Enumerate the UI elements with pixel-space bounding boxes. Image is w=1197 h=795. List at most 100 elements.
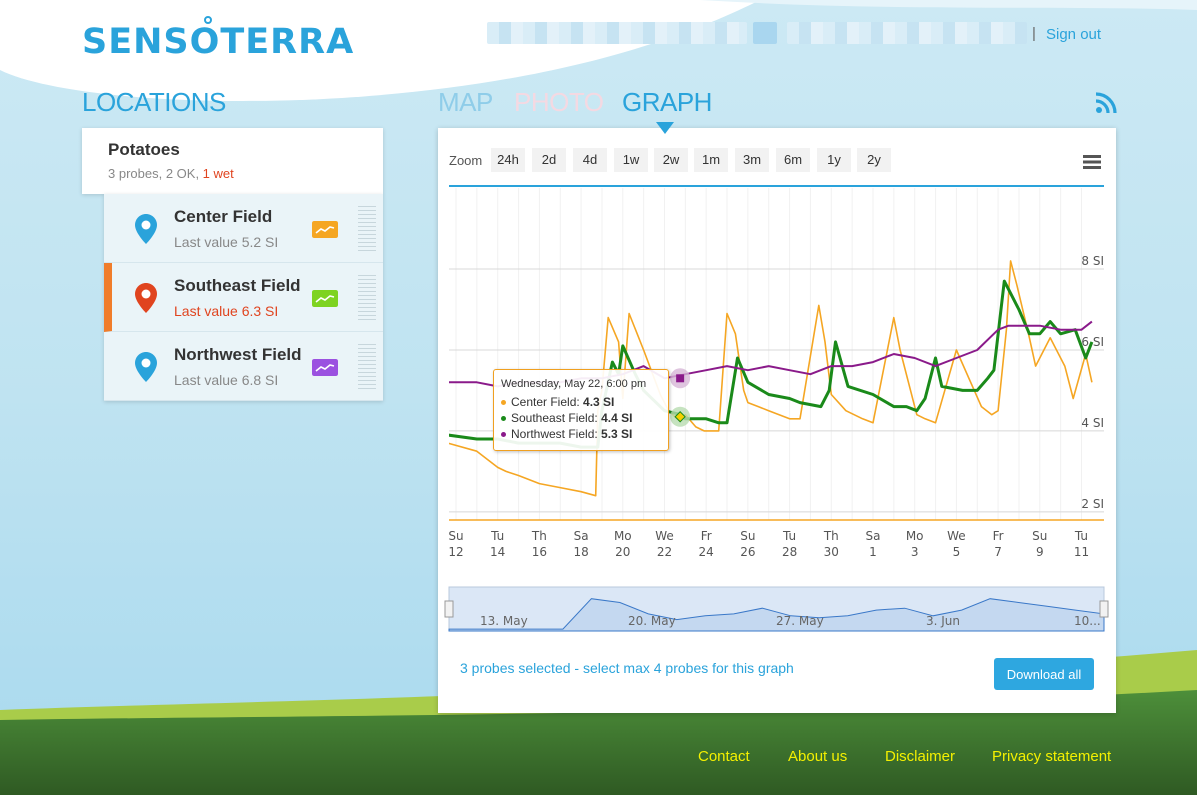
tab-photo[interactable]: PHOTO [514, 87, 604, 117]
x-tick-day-label: Su [740, 529, 755, 543]
x-tick-day-label: Su [448, 529, 463, 543]
x-tick-date-label: 9 [1036, 545, 1044, 559]
trend-chart-icon[interactable] [312, 290, 338, 307]
wet-count: 1 wet [202, 166, 234, 181]
hover-marker-northwest [676, 374, 685, 383]
x-tick-day-label: Sa [574, 529, 589, 543]
tab-map[interactable]: MAP [438, 87, 493, 117]
x-tick-day-label: We [947, 529, 966, 543]
zoom-6m-button[interactable]: 6m [776, 148, 810, 172]
x-tick-day-label: Fr [993, 529, 1004, 543]
x-tick-date-label: 22 [657, 545, 672, 559]
logo[interactable]: SENSO TERRA [82, 16, 354, 62]
x-tick-date-label: 1 [869, 545, 877, 559]
x-tick-date-label: 20 [615, 545, 630, 559]
x-tick-day-label: Mo [614, 529, 632, 543]
chart-top-rule [449, 185, 1104, 187]
footer-about-link[interactable]: About us [788, 748, 848, 765]
tooltip-row-center: Center Field: 4.3 SI [501, 394, 668, 410]
x-tick-day-label: Tu [490, 529, 504, 543]
series-dot-icon [501, 400, 506, 406]
map-pin-icon [135, 214, 157, 244]
y-tick-label: 6 SI [1081, 335, 1104, 349]
tooltip-row-southeast: Southeast Field: 4.4 SI [501, 410, 668, 426]
x-tick-date-label: 14 [490, 545, 505, 559]
probe-last-value: Last value 6.3 SI [174, 303, 279, 319]
x-tick-date-label: 30 [824, 545, 839, 559]
logo-dot-icon [203, 16, 212, 24]
x-tick-day-label: Th [531, 529, 547, 543]
user-name-redacted [487, 22, 747, 44]
zoom-1y-button[interactable]: 1y [817, 148, 851, 172]
active-tab-indicator [656, 122, 674, 134]
zoom-2d-button[interactable]: 2d [532, 148, 566, 172]
x-tick-date-label: 11 [1074, 545, 1089, 559]
drag-handle[interactable] [358, 275, 376, 321]
navigator-left-handle [444, 600, 454, 618]
graph-panel: Zoom 24h 2d 4d 1w 2w 1m 3m 6m 1y 2y 2 SI… [438, 128, 1116, 713]
tooltip-date: Wednesday, May 22, 6:00 pm [501, 378, 647, 390]
x-tick-date-label: 3 [911, 545, 919, 559]
probes-selected-message: 3 probes selected - select max 4 probes … [460, 660, 794, 676]
x-tick-day-label: Tu [782, 529, 796, 543]
probe-list: Center Field Last value 5.2 SI Southeast… [104, 194, 383, 401]
footer-disclaimer-link[interactable]: Disclaimer [885, 748, 956, 765]
zoom-2y-button[interactable]: 2y [857, 148, 891, 172]
chart-tooltip: Wednesday, May 22, 6:00 pm Center Field:… [493, 369, 669, 451]
locations-heading: LOCATIONS [82, 87, 226, 117]
zoom-3m-button[interactable]: 3m [735, 148, 769, 172]
navigator-right-handle [1099, 600, 1109, 618]
tooltip-row-northwest: Northwest Field: 5.3 SI [501, 426, 668, 442]
probe-center-field[interactable]: Center Field Last value 5.2 SI [104, 194, 383, 263]
x-tick-date-label: 26 [740, 545, 755, 559]
zoom-label: Zoom [449, 153, 483, 168]
trend-chart-icon[interactable] [312, 359, 338, 376]
navigator-label: 13. May [480, 614, 528, 628]
y-tick-label: 4 SI [1081, 416, 1104, 430]
y-tick-label: 2 SI [1081, 497, 1104, 511]
x-tick-date-label: 12 [448, 545, 463, 559]
navigator-label: 3. Jun [926, 614, 960, 628]
hamburger-icon[interactable] [1083, 155, 1101, 169]
x-tick-day-label: Fr [701, 529, 712, 543]
zoom-24h-button[interactable]: 24h [491, 148, 525, 172]
navigator-label: 10... [1074, 614, 1101, 628]
drag-handle[interactable] [358, 206, 376, 252]
rss-icon[interactable] [1095, 92, 1117, 114]
x-tick-date-label: 7 [994, 545, 1002, 559]
probe-northwest-field[interactable]: Northwest Field Last value 6.8 SI [104, 332, 383, 401]
probe-southeast-field[interactable]: Southeast Field Last value 6.3 SI [104, 263, 383, 332]
download-all-button[interactable]: Download all [994, 658, 1094, 690]
navigator-label: 20. May [628, 614, 676, 628]
tab-graph[interactable]: GRAPH [622, 87, 712, 117]
x-tick-date-label: 18 [573, 545, 588, 559]
footer-contact-link[interactable]: Contact [698, 748, 750, 765]
map-pin-icon [135, 283, 157, 313]
y-tick-label: 8 SI [1081, 254, 1104, 268]
probe-name: Center Field [174, 207, 273, 226]
location-card[interactable]: Potatoes 3 probes, 2 OK, 1 wet [82, 128, 383, 194]
sign-out-link[interactable]: Sign out [1046, 26, 1102, 43]
probe-name: Northwest Field [174, 345, 302, 364]
x-tick-date-label: 24 [699, 545, 714, 559]
zoom-4d-button[interactable]: 4d [573, 148, 607, 172]
x-tick-day-label: Sa [866, 529, 881, 543]
hover-marker-southeast [674, 411, 686, 423]
x-tick-day-label: Mo [906, 529, 924, 543]
user-avatar-redacted [753, 22, 777, 44]
trend-chart-icon[interactable] [312, 221, 338, 238]
zoom-1m-button[interactable]: 1m [694, 148, 728, 172]
probe-last-value: Last value 5.2 SI [174, 234, 279, 250]
navigator-label: 27. May [776, 614, 824, 628]
series-dot-icon [501, 432, 506, 438]
x-tick-date-label: 28 [782, 545, 797, 559]
zoom-2w-button[interactable]: 2w [654, 148, 688, 172]
x-tick-day-label: Su [1032, 529, 1047, 543]
zoom-1w-button[interactable]: 1w [614, 148, 648, 172]
footer-privacy-link[interactable]: Privacy statement [992, 748, 1112, 765]
drag-handle[interactable] [358, 344, 376, 390]
soil-moisture-chart[interactable]: 2 SI 4 SI 6 SI 8 SI Su 12 Tu 14 Th 16 Sa 18 Mo 20 We 22… [438, 128, 1116, 648]
probe-last-value: Last value 6.8 SI [174, 372, 279, 388]
location-name: Potatoes [108, 140, 180, 159]
location-status: 3 probes, 2 OK, 1 wet [108, 166, 234, 181]
